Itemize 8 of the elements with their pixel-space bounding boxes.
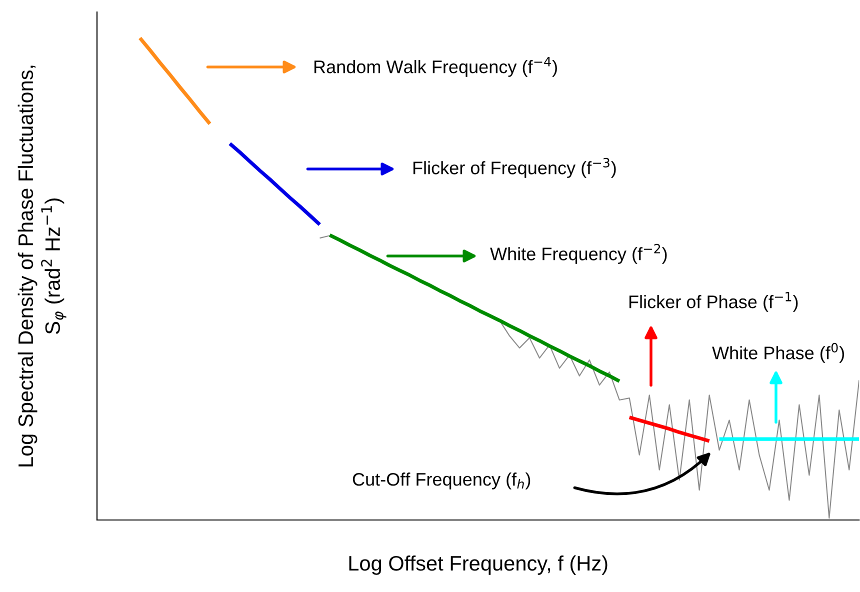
annotation: Random Walk Frequency (f$^{−4}$) bbox=[314, 56, 557, 77]
x-axis-title: Log Offset Frequency, f (Hz) bbox=[349, 555, 608, 575]
annotation: Flicker of Frequency (f$^{−3}$) bbox=[413, 158, 616, 178]
y-axis-title: Log Spectral Density of Phase Fluctuations, S$_{φ}$ (rad$^{2}$ Hz$^{−1}$) bbox=[18, 66, 66, 466]
annotation: Cut-Off Frequency (f$_{h}$) bbox=[352, 472, 530, 490]
annotation: White Frequency (f$^{−2}$) bbox=[490, 244, 667, 264]
annotation: Flicker of Phase (f$^{−1}$) bbox=[629, 292, 798, 312]
annotation: White Phase (f$^{0}$) bbox=[712, 342, 844, 363]
